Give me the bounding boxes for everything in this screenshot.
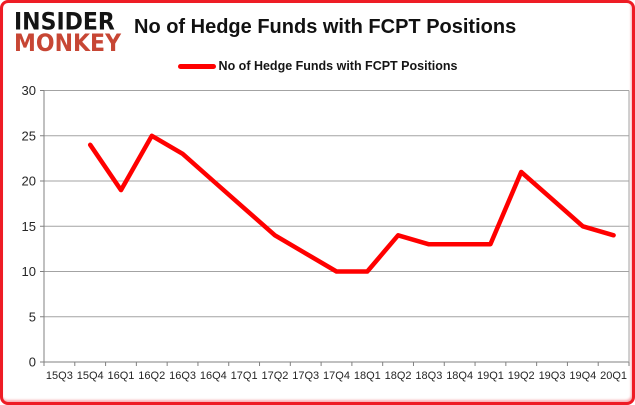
logo-line2: MONKEY xyxy=(14,30,122,58)
svg-text:18Q1: 18Q1 xyxy=(354,370,381,382)
svg-text:15Q4: 15Q4 xyxy=(77,370,104,382)
chart-title: No of Hedge Funds with FCPT Positions xyxy=(134,16,517,38)
svg-text:19Q3: 19Q3 xyxy=(539,370,566,382)
svg-text:16Q3: 16Q3 xyxy=(169,370,196,382)
svg-text:25: 25 xyxy=(22,128,36,143)
svg-text:20Q1: 20Q1 xyxy=(600,370,627,382)
svg-text:20: 20 xyxy=(22,174,36,189)
svg-text:18Q3: 18Q3 xyxy=(415,370,442,382)
legend-label: No of Hedge Funds with FCPT Positions xyxy=(218,59,458,73)
svg-text:5: 5 xyxy=(29,309,36,324)
legend-line-swatch xyxy=(177,63,216,69)
insider-monkey-logo: INSIDER MONKEY xyxy=(14,8,122,58)
svg-text:19Q1: 19Q1 xyxy=(477,370,504,382)
svg-text:17Q3: 17Q3 xyxy=(292,370,319,382)
svg-text:16Q1: 16Q1 xyxy=(108,370,135,382)
svg-text:0: 0 xyxy=(29,355,36,370)
svg-text:16Q4: 16Q4 xyxy=(200,370,227,382)
chart-legend: No of Hedge Funds with FCPT Positions xyxy=(3,59,632,73)
svg-text:19Q4: 19Q4 xyxy=(569,370,596,382)
svg-text:19Q2: 19Q2 xyxy=(508,370,535,382)
svg-text:30: 30 xyxy=(22,83,36,98)
svg-text:18Q2: 18Q2 xyxy=(385,370,412,382)
svg-text:17Q1: 17Q1 xyxy=(231,370,258,382)
svg-text:16Q2: 16Q2 xyxy=(138,370,165,382)
svg-text:17Q4: 17Q4 xyxy=(323,370,350,382)
chart-header: INSIDER MONKEY No of Hedge Funds with FC… xyxy=(3,3,632,83)
svg-text:18Q4: 18Q4 xyxy=(446,370,473,382)
svg-text:10: 10 xyxy=(22,264,36,279)
svg-text:15Q3: 15Q3 xyxy=(46,370,73,382)
chart-canvas: 0 5 10 15 20 25 30 15Q3 15Q4 16Q1 16Q2 16Q3 16Q4 17Q1… xyxy=(22,83,630,382)
svg-text:17Q2: 17Q2 xyxy=(261,370,288,382)
logo-line1: INSIDER xyxy=(14,8,115,36)
svg-text:15: 15 xyxy=(22,219,36,234)
